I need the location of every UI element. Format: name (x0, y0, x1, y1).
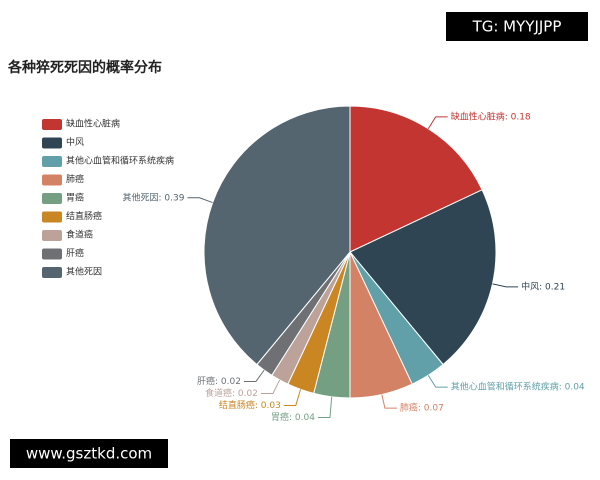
leader-line (492, 283, 519, 288)
leader-line (243, 369, 265, 382)
legend-label: 缺血性心脏病 (66, 118, 120, 130)
leader-line (381, 394, 397, 409)
data-label: 食道癌: 0.02 (205, 387, 258, 399)
legend-swatch (42, 230, 62, 241)
legend-swatch (42, 193, 62, 204)
legend-label: 其他死因 (66, 266, 102, 278)
data-label: 结直肠癌: 0.03 (219, 399, 281, 411)
data-label: 缺血性心脏病: 0.18 (451, 110, 531, 122)
watermark-box (446, 12, 588, 41)
data-label: 其他心血管和循环系统疾病: 0.04 (451, 381, 585, 393)
data-label: 肺癌: 0.07 (400, 402, 444, 414)
pie-slice (349, 105, 483, 253)
leader-line (283, 389, 302, 406)
leader-line (317, 396, 333, 418)
legend-label: 中风 (66, 136, 84, 148)
watermark-top: TG: MYYJJPP (446, 12, 588, 41)
leader-line (260, 379, 281, 394)
data-label: 肝癌: 0.02 (197, 375, 241, 387)
legend-swatch (42, 137, 62, 149)
watermark-text: TG: MYYJJPP (472, 18, 562, 36)
watermark-text: www.gsztkd.com (26, 445, 152, 463)
legend-swatch (42, 248, 62, 260)
leader-line (187, 197, 213, 204)
legend-swatch (42, 211, 62, 223)
legend-label: 结直肠癌 (66, 210, 102, 222)
data-label: 其他死因: 0.39 (123, 191, 185, 203)
legend-label: 肝癌 (66, 247, 84, 259)
legend-label: 其他心血管和循环系统疾病 (66, 155, 174, 167)
data-label: 胃癌: 0.04 (271, 411, 315, 423)
legend-swatch (42, 267, 62, 278)
leader-line (427, 116, 448, 129)
leader-line (427, 375, 448, 388)
legend-swatch (42, 156, 62, 167)
watermark-box (10, 439, 168, 468)
legend-swatch (42, 174, 62, 186)
data-label: 中风: 0.21 (521, 280, 565, 292)
legend-swatch (42, 119, 62, 130)
legend-label: 胃癌 (66, 192, 84, 204)
watermark-bottom: www.gsztkd.com (10, 439, 168, 468)
chart-title: 各种猝死死因的概率分布 (7, 59, 162, 76)
legend-label: 食道癌 (66, 229, 93, 241)
legend-label: 肺癌 (66, 173, 84, 185)
